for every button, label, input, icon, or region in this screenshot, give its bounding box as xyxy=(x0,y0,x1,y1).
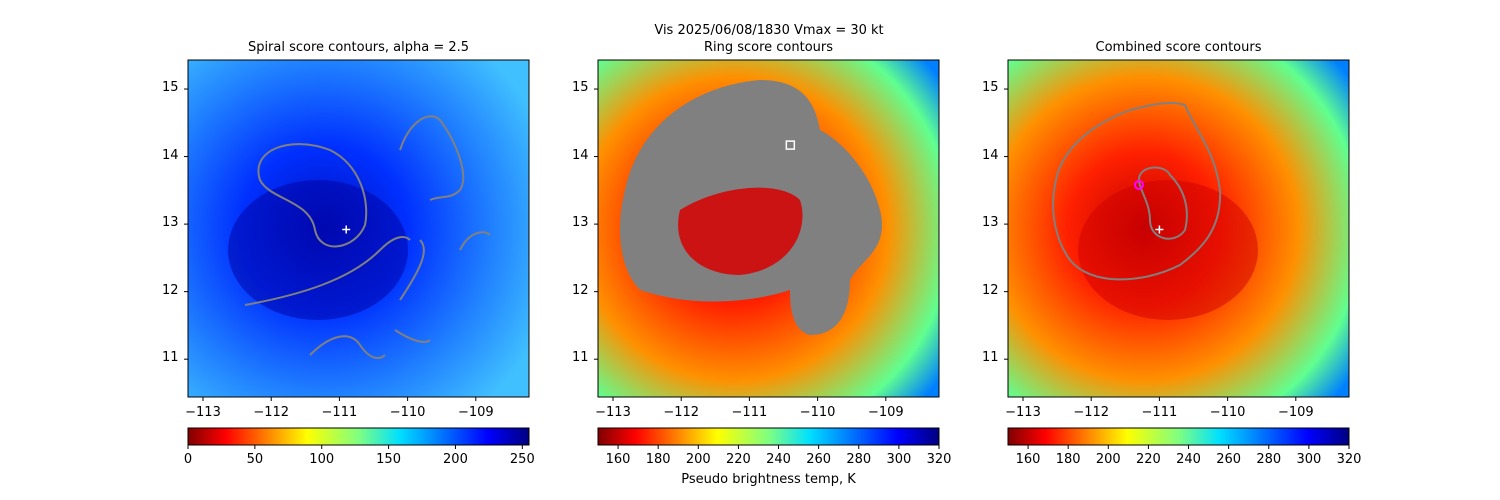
x-tick-label: −111 xyxy=(321,405,358,420)
x-tick-label: −113 xyxy=(1005,405,1041,420)
x-tick-label: −109 xyxy=(1277,405,1314,420)
colorbar xyxy=(187,427,530,446)
colorbar-tick-label: 220 xyxy=(725,452,751,467)
y-tick-label: 13 xyxy=(162,215,179,231)
score-contour xyxy=(399,115,465,201)
colorbar-tick-label: 160 xyxy=(1015,452,1041,467)
colorbar-tick-label: 260 xyxy=(1216,452,1242,467)
colorbar-tick-label: 180 xyxy=(1055,452,1081,467)
colorbar-tick-label: 320 xyxy=(1336,452,1362,467)
x-tick-label: −113 xyxy=(185,405,221,420)
y-tick-label: 14 xyxy=(982,147,999,163)
score-contour xyxy=(309,239,431,359)
x-tick-label: −112 xyxy=(1073,405,1110,420)
colorbar-tick-label: 280 xyxy=(1256,452,1282,467)
axes-frame xyxy=(187,59,530,398)
x-tick-label: −109 xyxy=(867,405,904,420)
x-tick-label: −110 xyxy=(1209,405,1246,420)
panel-title: Combined score contours xyxy=(1095,40,1262,55)
y-tick-label: 15 xyxy=(572,80,589,96)
x-tick-label: −109 xyxy=(457,405,494,420)
y-tick-label: 15 xyxy=(982,80,999,96)
colorbar-tick-label: 240 xyxy=(1176,452,1201,467)
center-plus-marker xyxy=(1155,225,1164,234)
y-tick-label: 14 xyxy=(162,147,179,163)
panel-title: Spiral score contours, alpha = 2.5 xyxy=(247,40,470,55)
warm-core xyxy=(678,187,803,275)
colorbar-tick-label: 100 xyxy=(309,452,335,467)
score-contour xyxy=(1052,101,1222,281)
colorbar-tick-label: 220 xyxy=(1135,452,1161,467)
y-tick-label: 11 xyxy=(572,350,589,366)
y-tick-label: 12 xyxy=(982,282,999,298)
x-tick-label: −113 xyxy=(595,405,631,420)
x-tick-label: −111 xyxy=(1141,405,1178,420)
colorbar-tick-label: 200 xyxy=(443,452,468,467)
panel-title: Ring score contours xyxy=(703,40,834,55)
colorbar-tick-label: 150 xyxy=(376,452,401,467)
colorbar-tick-label: 250 xyxy=(509,452,535,467)
colorbar xyxy=(597,427,940,446)
x-tick-label: −112 xyxy=(253,405,290,420)
y-tick-label: 13 xyxy=(982,215,999,231)
y-tick-label: 12 xyxy=(162,282,179,298)
colorbar-tick-label: 260 xyxy=(806,452,832,467)
colorbar-tick-label: 280 xyxy=(846,452,872,467)
colorbar-tick-label: 180 xyxy=(645,452,671,467)
y-tick-label: 12 xyxy=(572,282,589,298)
axes-frame xyxy=(597,59,940,398)
y-tick-label: 11 xyxy=(982,350,999,366)
core-region xyxy=(228,180,408,320)
colorbar-tick-label: 300 xyxy=(886,452,912,467)
colorbar-tick-label: 200 xyxy=(685,452,711,467)
colorbar xyxy=(1007,427,1350,446)
core-region xyxy=(1078,180,1258,320)
colorbar-tick-label: 50 xyxy=(246,452,264,467)
colorbar-label: Pseudo brightness temp, K xyxy=(681,472,856,487)
score-contour xyxy=(257,143,368,248)
score-contour xyxy=(244,236,411,306)
colorbar-tick-label: 160 xyxy=(605,452,631,467)
score-contour xyxy=(459,231,491,251)
center-circle-marker xyxy=(1133,179,1144,190)
score-contour xyxy=(1137,166,1188,240)
x-tick-label: −110 xyxy=(389,405,426,420)
suptitle: Vis 2025/06/08/1830 Vmax = 30 kt xyxy=(654,23,884,38)
y-tick-label: 15 xyxy=(162,80,179,96)
y-tick-label: 14 xyxy=(572,147,589,163)
colorbar-tick-label: 0 xyxy=(183,452,193,467)
x-tick-label: −111 xyxy=(731,405,768,420)
y-tick-label: 11 xyxy=(162,350,179,366)
x-tick-label: −112 xyxy=(663,405,700,420)
colorbar-tick-label: 240 xyxy=(766,452,791,467)
colorbar-tick-label: 320 xyxy=(926,452,952,467)
y-tick-label: 13 xyxy=(572,215,589,231)
colorbar-tick-label: 200 xyxy=(1095,452,1121,467)
center-square-marker xyxy=(785,140,796,150)
axes-frame xyxy=(1007,59,1350,398)
center-plus-marker xyxy=(342,225,351,234)
x-tick-label: −110 xyxy=(799,405,836,420)
colorbar-tick-label: 300 xyxy=(1296,452,1322,467)
